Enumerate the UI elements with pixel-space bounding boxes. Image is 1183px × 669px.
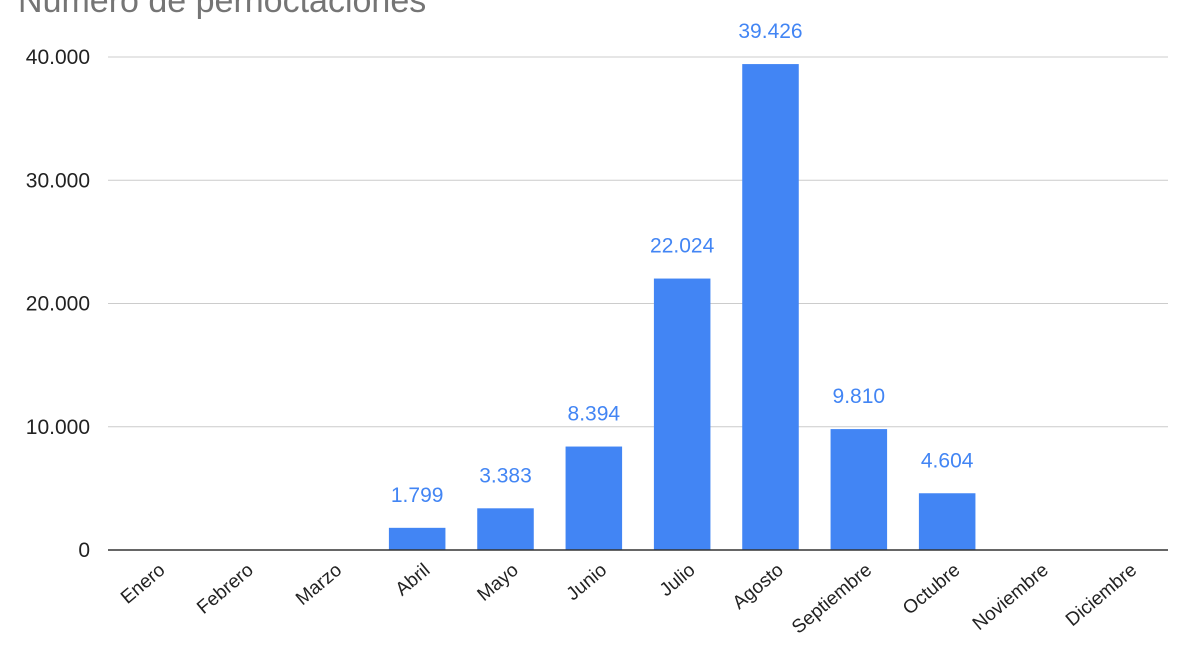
y-tick-label: 10.000 xyxy=(26,416,90,439)
x-tick-label: Junio xyxy=(563,560,611,605)
x-tick-label: Enero xyxy=(117,560,169,609)
y-tick-label: 40.000 xyxy=(26,46,90,69)
data-label: 39.426 xyxy=(738,20,802,43)
y-tick-label: 30.000 xyxy=(26,169,90,192)
y-axis-ticks: 0 10.000 20.000 30.000 40.000 xyxy=(26,46,90,562)
x-tick-label: Abril xyxy=(392,560,435,601)
x-tick-label: Julio xyxy=(656,560,699,601)
data-label: 22.024 xyxy=(650,235,715,258)
gridlines xyxy=(108,56,1168,428)
bar xyxy=(830,429,888,550)
x-tick-label: Noviembre xyxy=(969,560,1053,635)
x-tick-label: Agosto xyxy=(729,560,788,614)
data-labels: 1.799 3.383 8.394 22.024 39.426 9.810 4.604 xyxy=(391,20,974,507)
bars xyxy=(388,64,976,550)
bar xyxy=(742,64,799,550)
chart-title: Número de pernoctaciones xyxy=(18,0,427,20)
data-label: 1.799 xyxy=(391,484,444,507)
x-tick-label: Mayo xyxy=(474,560,523,606)
x-tick-label: Septiembre xyxy=(788,560,876,639)
y-tick-label: 20.000 xyxy=(26,293,90,316)
data-label: 9.810 xyxy=(833,385,886,408)
x-tick-label: Diciembre xyxy=(1062,560,1141,631)
bar xyxy=(918,493,976,550)
x-tick-label: Marzo xyxy=(292,560,346,610)
data-label: 3.383 xyxy=(479,464,532,487)
data-label: 8.394 xyxy=(568,403,621,426)
x-axis-ticks: Enero Febrero Marzo Abril Mayo Junio Julio Agos… xyxy=(117,560,1141,639)
y-tick-label: 0 xyxy=(78,539,90,562)
bar xyxy=(653,278,711,550)
bar xyxy=(477,508,534,550)
x-tick-label: Febrero xyxy=(193,560,257,619)
x-tick-label: Octubre xyxy=(899,560,964,620)
bar xyxy=(388,527,446,550)
data-label: 4.604 xyxy=(921,449,974,472)
bar xyxy=(565,446,623,550)
